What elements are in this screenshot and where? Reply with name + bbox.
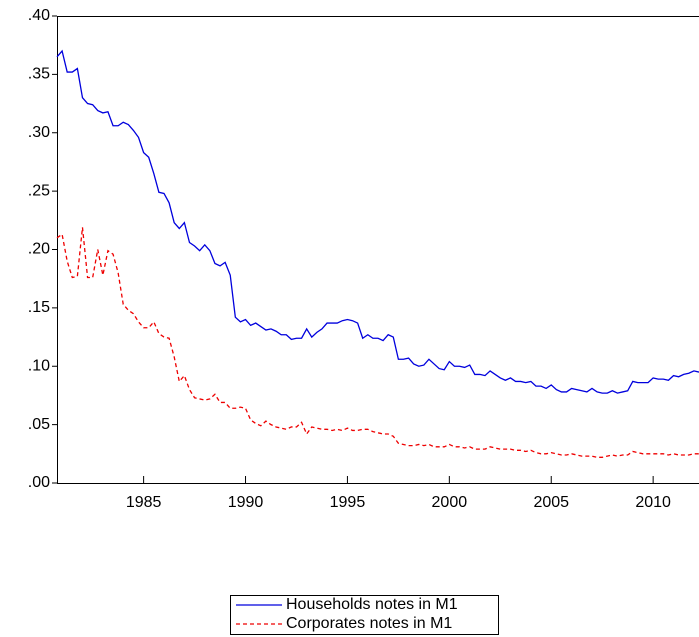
legend-label: Households notes in M1 <box>286 596 458 613</box>
y-tick-label: .40 <box>28 7 50 24</box>
y-tick-label: .10 <box>28 357 50 374</box>
plot-frame <box>57 16 699 484</box>
x-tick-label: 2010 <box>635 494 671 511</box>
y-tick-label: .35 <box>28 66 50 83</box>
legend-label: Corporates notes in M1 <box>286 615 452 632</box>
series-line <box>56 49 699 394</box>
legend-box <box>230 595 499 635</box>
y-tick-label: .25 <box>28 182 50 199</box>
x-tick-label: 2005 <box>533 494 569 511</box>
y-tick-label: .00 <box>28 474 50 491</box>
x-tick-label: 1985 <box>126 494 162 511</box>
x-tick-label: 2000 <box>432 494 468 511</box>
y-tick-label: .05 <box>28 416 50 433</box>
x-tick-label: 1990 <box>228 494 264 511</box>
y-tick-label: .20 <box>28 241 50 258</box>
series-line <box>56 227 699 458</box>
y-tick-label: .30 <box>28 124 50 141</box>
x-tick-label: 1995 <box>330 494 366 511</box>
y-tick-label: .15 <box>28 299 50 316</box>
